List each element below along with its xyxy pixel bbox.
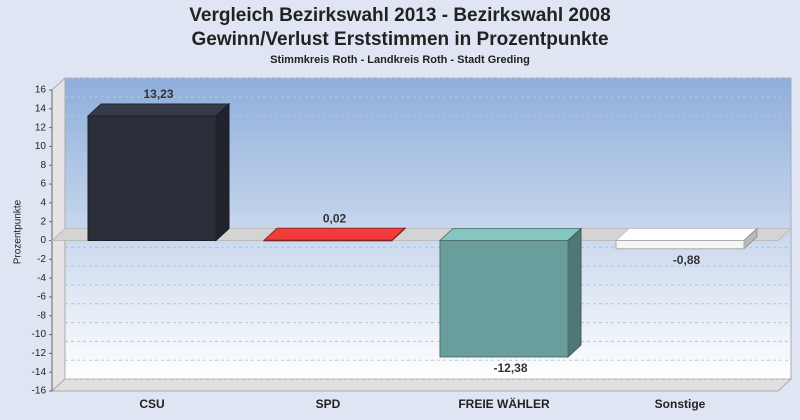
value-label: 13,23 <box>143 87 173 101</box>
floor <box>50 378 793 392</box>
bar <box>87 115 217 241</box>
bar <box>263 239 393 242</box>
y-tick-label: -4 <box>37 273 46 284</box>
y-tick-label: 0 <box>40 235 46 246</box>
x-tick-label: FREIE WÄHLER <box>458 396 550 411</box>
bar-top <box>86 103 231 117</box>
y-tick-label: -12 <box>32 348 47 359</box>
bar-top <box>614 228 759 241</box>
y-tick-label: 2 <box>40 216 46 227</box>
y-tick-label: -6 <box>37 292 46 303</box>
chart-title: Gewinn/Verlust Erststimmen in Prozentpun… <box>191 29 608 50</box>
bar-side <box>567 227 582 359</box>
bar <box>439 240 569 358</box>
y-tick-label: 4 <box>40 198 46 209</box>
y-tick-label: -16 <box>32 386 47 397</box>
y-tick-label: -8 <box>37 310 46 321</box>
y-tick-label: 8 <box>40 160 46 171</box>
bar-side <box>215 102 230 242</box>
y-tick-label: -10 <box>32 329 47 340</box>
bar-top <box>262 227 407 241</box>
y-tick-label: 6 <box>40 179 46 190</box>
y-tick-label: 12 <box>35 122 47 133</box>
y-tick-label: 14 <box>35 103 47 114</box>
bar-top <box>438 228 583 241</box>
bar <box>615 240 745 250</box>
x-tick-label: SPD <box>316 397 341 411</box>
value-label: -12,38 <box>493 361 527 375</box>
y-tick-label: -14 <box>32 367 47 378</box>
chart-title: Vergleich Bezirkswahl 2013 - Bezirkswahl… <box>189 5 610 26</box>
x-tick-label: Sonstige <box>655 397 706 411</box>
y-axis-label: Prozentpunkte <box>13 199 24 264</box>
value-label: -0,88 <box>673 253 701 267</box>
x-tick-label: CSU <box>139 397 164 411</box>
y-tick-label: -2 <box>37 254 46 265</box>
value-label: 0,02 <box>323 211 347 225</box>
chart-subtitle: Stimmkreis Roth - Landkreis Roth - Stadt… <box>270 54 530 66</box>
y-tick-label: 10 <box>35 141 47 152</box>
y-tick-label: 16 <box>35 85 47 96</box>
